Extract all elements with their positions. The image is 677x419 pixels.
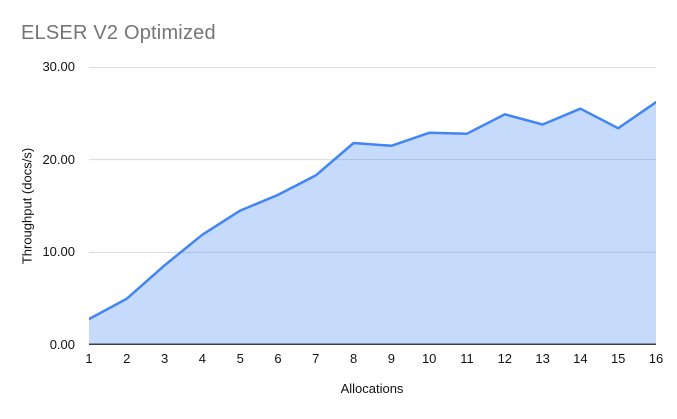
x-tick-label: 10 xyxy=(421,351,437,366)
y-tick-label: 10.00 xyxy=(42,244,75,260)
plot-area xyxy=(89,67,656,345)
chart-title: ELSER V2 Optimized xyxy=(21,22,216,44)
x-tick-label: 15 xyxy=(610,351,626,366)
x-tick-label: 2 xyxy=(123,351,131,366)
x-tick-label: 13 xyxy=(535,351,550,366)
data-line xyxy=(89,100,656,321)
x-tick-label: 4 xyxy=(198,351,207,366)
x-tick-label: 16 xyxy=(648,351,664,366)
x-tick-label: 7 xyxy=(312,351,320,366)
x-tick-label: 1 xyxy=(85,351,93,366)
x-tick-label: 3 xyxy=(160,351,169,366)
y-tick-label: 0.00 xyxy=(49,337,75,352)
y-tick-label: 20.00 xyxy=(42,151,75,167)
x-tick-label: 6 xyxy=(274,351,282,366)
area-fill xyxy=(89,102,656,345)
x-tick-label: 12 xyxy=(497,351,513,366)
x-tick-label: 9 xyxy=(387,351,396,366)
x-tick-label: 11 xyxy=(460,351,474,366)
x-tick-label: 14 xyxy=(573,351,588,366)
x-axis-title: Allocations xyxy=(340,381,404,396)
y-tick-label: 30.00 xyxy=(42,59,75,74)
x-tick-label: 8 xyxy=(349,351,358,366)
x-tick-label: 5 xyxy=(236,351,244,366)
